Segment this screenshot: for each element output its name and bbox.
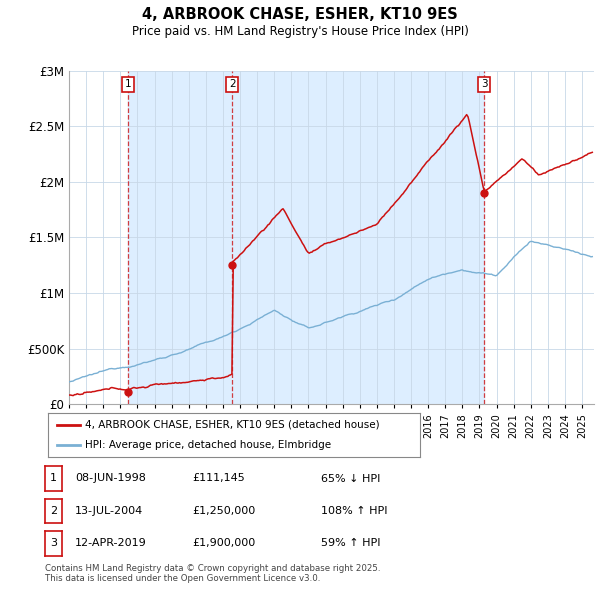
Text: £1,250,000: £1,250,000 xyxy=(192,506,255,516)
Text: 2: 2 xyxy=(229,79,235,89)
Text: 59% ↑ HPI: 59% ↑ HPI xyxy=(321,539,380,548)
Text: Contains HM Land Registry data © Crown copyright and database right 2025.
This d: Contains HM Land Registry data © Crown c… xyxy=(45,563,380,583)
Text: 2: 2 xyxy=(50,506,57,516)
Bar xyxy=(128,71,232,404)
Text: 1: 1 xyxy=(125,79,131,89)
Text: 3: 3 xyxy=(50,539,57,548)
Bar xyxy=(232,71,484,404)
Text: HPI: Average price, detached house, Elmbridge: HPI: Average price, detached house, Elmb… xyxy=(85,440,331,450)
Text: 65% ↓ HPI: 65% ↓ HPI xyxy=(321,474,380,483)
Text: 4, ARBROOK CHASE, ESHER, KT10 9ES (detached house): 4, ARBROOK CHASE, ESHER, KT10 9ES (detac… xyxy=(85,420,380,430)
Text: 13-JUL-2004: 13-JUL-2004 xyxy=(75,506,143,516)
Text: 108% ↑ HPI: 108% ↑ HPI xyxy=(321,506,388,516)
Text: £111,145: £111,145 xyxy=(192,474,245,483)
Text: 12-APR-2019: 12-APR-2019 xyxy=(75,539,147,548)
Text: Price paid vs. HM Land Registry's House Price Index (HPI): Price paid vs. HM Land Registry's House … xyxy=(131,25,469,38)
Text: 1: 1 xyxy=(50,474,57,483)
Text: 4, ARBROOK CHASE, ESHER, KT10 9ES: 4, ARBROOK CHASE, ESHER, KT10 9ES xyxy=(142,7,458,22)
Text: £1,900,000: £1,900,000 xyxy=(192,539,255,548)
Text: 3: 3 xyxy=(481,79,488,89)
Text: 08-JUN-1998: 08-JUN-1998 xyxy=(75,474,146,483)
